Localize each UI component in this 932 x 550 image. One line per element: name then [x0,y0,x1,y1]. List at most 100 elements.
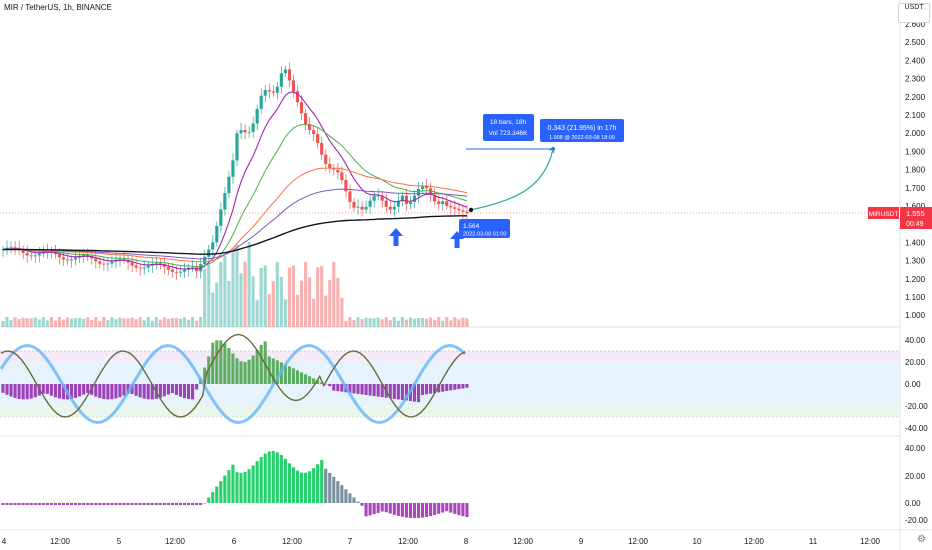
candle-body[interactable] [191,267,195,269]
candle-body[interactable] [21,250,25,254]
candle-body[interactable] [130,262,134,266]
candle-body[interactable] [259,95,263,109]
candle-body[interactable] [392,206,396,210]
candle-body[interactable] [118,259,122,260]
candle-body[interactable] [441,201,445,205]
candle-body[interactable] [9,246,13,248]
candle-body[interactable] [37,253,41,256]
candle-body[interactable] [25,253,29,256]
candlesticks[interactable] [1,62,469,280]
candle-body[interactable] [279,73,283,87]
candle-body[interactable] [340,172,344,181]
candle-body[interactable] [154,263,158,264]
candle-body[interactable] [328,164,332,169]
candle-body[interactable] [267,90,271,92]
candle-body[interactable] [61,257,66,260]
candle-body[interactable] [368,200,372,207]
candle-body[interactable] [231,160,235,177]
candle-body[interactable] [404,195,408,205]
candle-body[interactable] [69,259,74,261]
candle-body[interactable] [255,108,259,124]
candle-body[interactable] [227,176,231,194]
candle-body[interactable] [356,206,360,208]
candle-body[interactable] [372,195,376,201]
candle-body[interactable] [412,195,417,202]
oscillator-2[interactable] [1,450,469,519]
candle-body[interactable] [324,154,328,165]
candle-body[interactable] [86,255,90,256]
candle-body[interactable] [203,256,207,265]
price-axis[interactable]: 2.600 2.500 2.400 2.300 2.200 2.100 2.000 1.900… [905,20,926,320]
candle-body[interactable] [166,266,170,270]
candle-body[interactable] [215,225,219,243]
candle-body[interactable] [396,200,400,207]
candle-body[interactable] [445,201,449,206]
candle-body[interactable] [344,180,348,192]
candle-body[interactable] [170,269,174,272]
candle-body[interactable] [295,91,300,103]
candle-body[interactable] [65,259,70,261]
candle-body[interactable] [433,194,437,202]
candle-body[interactable] [449,205,453,208]
candle-body[interactable] [142,267,146,269]
candle-body[interactable] [174,271,179,273]
candle-body[interactable] [336,169,340,173]
candle-body[interactable] [29,255,33,257]
candle-body[interactable] [110,261,114,264]
candle-body[interactable] [243,130,247,133]
candle-body[interactable] [316,134,320,144]
candle-body[interactable] [263,90,267,96]
candle-body[interactable] [400,195,404,201]
candle-body[interactable] [102,263,106,265]
candle-body[interactable] [287,69,291,81]
candle-body[interactable] [138,267,142,269]
candle-body[interactable] [312,130,316,135]
candle-body[interactable] [420,185,425,189]
candle-body[interactable] [82,255,86,256]
candle-body[interactable] [388,206,392,210]
candle-body[interactable] [429,188,433,195]
candle-body[interactable] [251,123,255,132]
candle-body[interactable] [425,185,429,189]
candle-body[interactable] [461,210,465,212]
candle-body[interactable] [13,246,17,248]
candle-body[interactable] [308,124,312,131]
candle-body[interactable] [352,201,356,208]
candle-body[interactable] [239,130,243,134]
candle-body[interactable] [408,201,413,205]
candle-body[interactable] [207,249,211,257]
candle-body[interactable] [376,195,380,197]
candle-body[interactable] [437,201,441,205]
osc1-axis[interactable]: 40.00 20.00 0.00 -20.00 -40.00 [905,336,928,433]
candle-body[interactable] [384,200,388,207]
candle-body[interactable] [235,133,239,161]
candle-body[interactable] [219,209,223,226]
candle-body[interactable] [146,265,150,268]
candle-body[interactable] [364,206,368,210]
candle-body[interactable] [126,260,130,263]
candle-body[interactable] [303,113,308,125]
candle-body[interactable] [98,261,102,264]
candle-body[interactable] [1,249,5,251]
candle-body[interactable] [223,193,227,210]
candle-body[interactable] [380,195,384,201]
projection-annotation[interactable]: 18 bars, 18h Vol 723.346K 0.343 (21.95%)… [459,114,624,238]
candle-body[interactable] [283,69,287,74]
candle-body[interactable] [134,265,138,268]
candle-body[interactable] [457,208,461,211]
candle-body[interactable] [360,206,364,210]
candle-body[interactable] [33,255,37,257]
candle-body[interactable] [106,263,110,265]
candle-body[interactable] [271,91,275,93]
candle-body[interactable] [299,102,304,114]
candle-body[interactable] [178,271,183,273]
candle-body[interactable] [122,259,126,261]
candle-body[interactable] [74,257,78,260]
candle-body[interactable] [453,207,457,209]
osc2-axis[interactable]: 40.00 20.00 0.00 -20.00 [905,444,928,525]
candle-body[interactable] [416,188,421,196]
candle-body[interactable] [291,80,296,92]
candle-body[interactable] [94,258,98,262]
candle-body[interactable] [162,264,166,267]
